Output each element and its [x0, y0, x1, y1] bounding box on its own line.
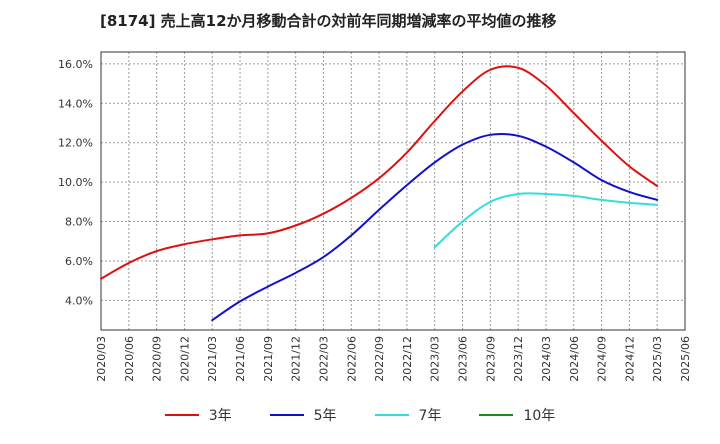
x-tick-label: 2024/03	[540, 336, 553, 382]
x-tick-label: 2020/12	[178, 336, 191, 382]
x-tick-label: 2020/09	[151, 336, 164, 382]
legend-swatch	[269, 414, 304, 416]
x-tick-label: 2023/03	[429, 336, 442, 382]
y-tick-label: 14.0%	[58, 97, 93, 110]
x-tick-label: 2025/06	[679, 336, 692, 382]
x-tick-label: 2024/09	[596, 336, 609, 382]
y-tick-label: 10.0%	[58, 176, 93, 189]
legend-label: 3年	[208, 408, 232, 424]
series-line-7年	[433, 192, 659, 249]
x-tick-label: 2023/06	[457, 336, 470, 382]
x-tick-label: 2021/12	[290, 336, 303, 382]
plot-area-frame	[100, 51, 686, 331]
legend-item: 3年	[164, 405, 232, 425]
x-tick-label: 2022/12	[401, 336, 414, 382]
legend-label: 5年	[313, 408, 337, 424]
x-tick-label: 2021/06	[234, 336, 247, 382]
chart-title: [8174] 売上高12か月移動合計の対前年同期増減率の平均値の推移	[100, 12, 557, 30]
y-tick-label: 4.0%	[65, 294, 93, 307]
x-tick-label: 2022/09	[373, 336, 386, 382]
legend: 3年 5年 7年 10年	[0, 402, 720, 428]
x-tick-label: 2025/03	[651, 336, 664, 382]
x-tick-label: 2023/12	[512, 336, 525, 382]
x-tick-label: 2021/03	[206, 336, 219, 382]
x-tick-label: 2021/09	[262, 336, 275, 382]
x-tick-label: 2020/06	[123, 336, 136, 382]
series-lines	[100, 65, 659, 322]
legend-label: 10年	[523, 408, 556, 424]
series-line-3年	[100, 65, 659, 280]
legend-item: 5年	[269, 405, 337, 425]
y-tick-label: 8.0%	[65, 216, 93, 229]
legend-label: 7年	[418, 408, 442, 424]
legend-swatch	[479, 414, 514, 416]
series-line-5年	[211, 132, 659, 322]
x-tick-label: 2023/09	[484, 336, 497, 382]
x-tick-label: 2024/06	[568, 336, 581, 382]
x-tick-label: 2022/03	[317, 336, 330, 382]
legend-item: 10年	[479, 405, 555, 425]
y-tick-label: 12.0%	[58, 137, 93, 150]
legend-swatch	[374, 414, 409, 416]
axes: 2020/03 2020/06 2020/09 2020/12 2021/03 2021/…	[58, 51, 692, 382]
y-tick-label: 16.0%	[58, 58, 93, 71]
grid	[101, 52, 685, 330]
y-tick-label: 6.0%	[65, 255, 93, 268]
legend-item: 7年	[374, 405, 442, 425]
x-tick-label: 2020/03	[95, 336, 108, 382]
legend-swatch	[164, 414, 199, 416]
x-tick-label: 2024/12	[623, 336, 636, 382]
x-tick-label: 2022/06	[345, 336, 358, 382]
